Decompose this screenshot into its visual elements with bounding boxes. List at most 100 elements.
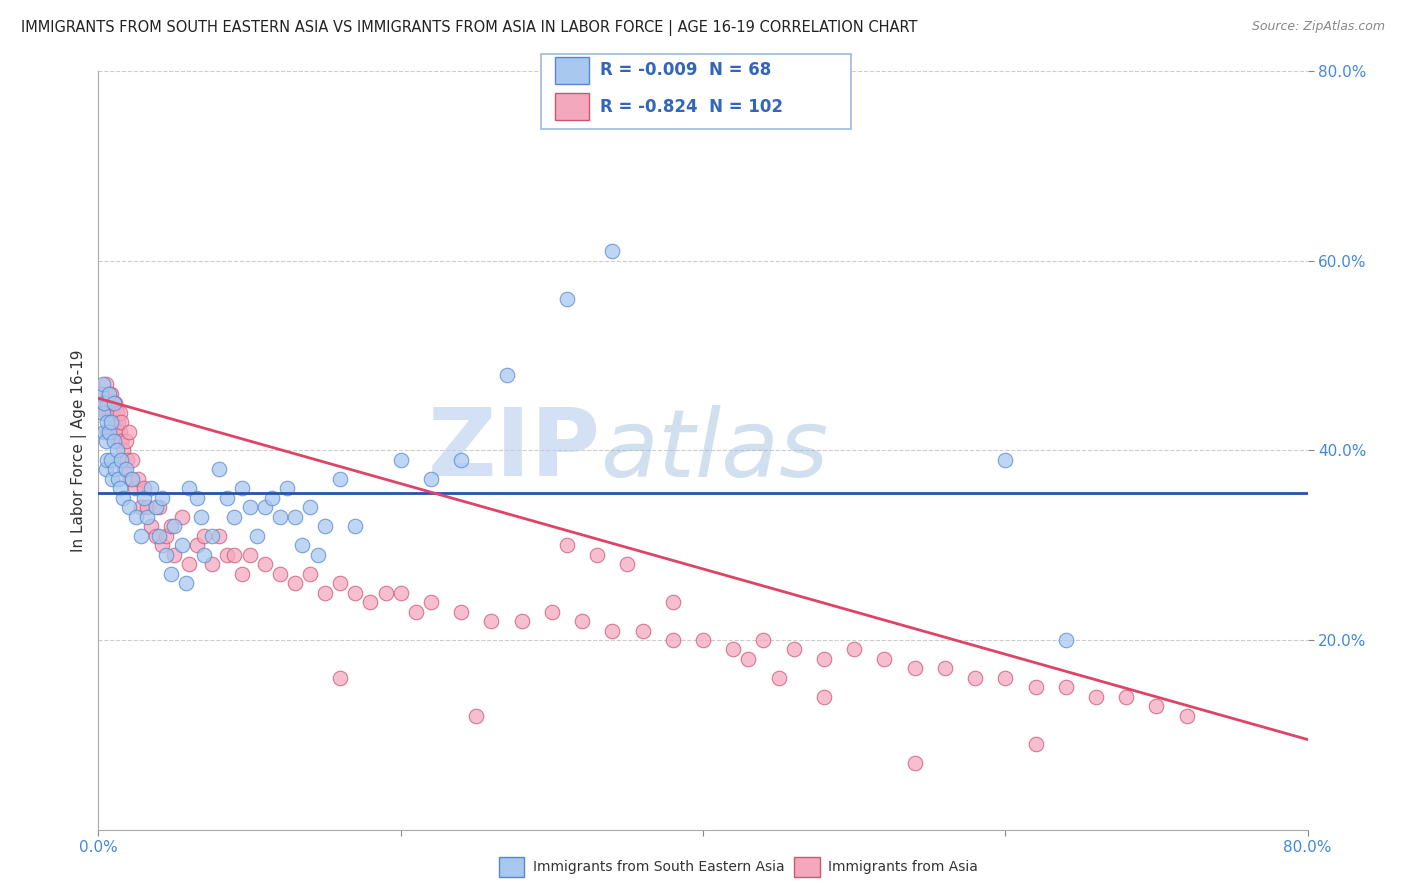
Point <box>239 548 262 562</box>
Point <box>125 509 148 524</box>
Point <box>420 595 443 609</box>
Point <box>737 652 759 666</box>
Point <box>208 529 231 543</box>
Point <box>813 690 835 704</box>
Point <box>1024 737 1046 751</box>
Point <box>813 652 835 666</box>
Point <box>111 443 134 458</box>
Point <box>555 292 578 306</box>
Point <box>90 386 112 401</box>
Point <box>752 633 775 648</box>
Point <box>104 462 127 476</box>
Point <box>1054 633 1077 648</box>
Point <box>145 500 167 515</box>
Point <box>104 415 127 429</box>
Point <box>107 434 129 448</box>
Point <box>94 462 117 476</box>
Point <box>120 472 142 486</box>
Point <box>93 386 115 401</box>
Point <box>389 453 412 467</box>
Point <box>965 671 987 685</box>
Point <box>276 482 298 496</box>
Point <box>93 396 115 410</box>
Point <box>163 548 186 562</box>
Point <box>186 491 208 505</box>
Text: atlas: atlas <box>600 405 828 496</box>
Point <box>103 434 125 448</box>
Point <box>1024 681 1046 695</box>
Point <box>108 425 131 439</box>
Point <box>631 624 654 638</box>
Point <box>193 548 215 562</box>
Point <box>661 633 683 648</box>
Point <box>170 509 193 524</box>
Point <box>100 425 122 439</box>
Point <box>768 671 790 685</box>
Point <box>201 557 224 572</box>
Point <box>150 538 173 552</box>
Point <box>465 708 488 723</box>
Point <box>96 396 118 410</box>
Text: R = -0.824  N = 102: R = -0.824 N = 102 <box>600 98 783 116</box>
Point <box>215 491 238 505</box>
Text: Source: ZipAtlas.com: Source: ZipAtlas.com <box>1251 20 1385 33</box>
Point <box>329 472 352 486</box>
Point <box>135 500 157 515</box>
Point <box>291 538 314 552</box>
Point <box>692 633 714 648</box>
Point <box>193 529 215 543</box>
Point <box>344 519 367 533</box>
Point <box>91 406 114 420</box>
Point <box>262 491 284 505</box>
Point <box>186 538 208 552</box>
Point <box>155 548 177 562</box>
Point <box>129 529 152 543</box>
Point <box>90 386 112 401</box>
Point <box>495 368 517 382</box>
Point <box>105 425 128 439</box>
Point <box>132 491 155 505</box>
Point <box>329 576 352 591</box>
Point <box>179 557 201 572</box>
Point <box>103 396 125 410</box>
Point <box>201 529 224 543</box>
Point <box>994 453 1017 467</box>
Point <box>91 377 114 392</box>
Point <box>481 614 503 628</box>
Point <box>155 529 177 543</box>
Point <box>329 671 352 685</box>
Point <box>124 482 146 496</box>
Point <box>174 576 197 591</box>
Point <box>101 406 124 420</box>
Point <box>602 624 624 638</box>
Point <box>91 396 114 410</box>
Point <box>284 509 307 524</box>
Point <box>118 500 141 515</box>
Point <box>1175 708 1198 723</box>
Point <box>150 491 173 505</box>
Point <box>110 434 132 448</box>
Point <box>141 482 163 496</box>
Point <box>98 386 121 401</box>
Point <box>160 566 183 581</box>
Point <box>105 443 128 458</box>
Point <box>107 415 129 429</box>
Point <box>1115 690 1137 704</box>
Point <box>299 500 322 515</box>
Point <box>904 756 927 771</box>
Point <box>661 595 683 609</box>
Point <box>127 472 149 486</box>
Point <box>253 557 276 572</box>
Point <box>132 482 155 496</box>
Point <box>405 605 427 619</box>
Point <box>586 548 609 562</box>
Point <box>121 472 143 486</box>
Point <box>96 453 118 467</box>
Point <box>231 566 253 581</box>
Point <box>160 519 183 533</box>
Text: Immigrants from Asia: Immigrants from Asia <box>828 860 979 874</box>
Point <box>103 425 125 439</box>
Point <box>231 482 253 496</box>
Point <box>844 642 866 657</box>
Point <box>224 509 246 524</box>
